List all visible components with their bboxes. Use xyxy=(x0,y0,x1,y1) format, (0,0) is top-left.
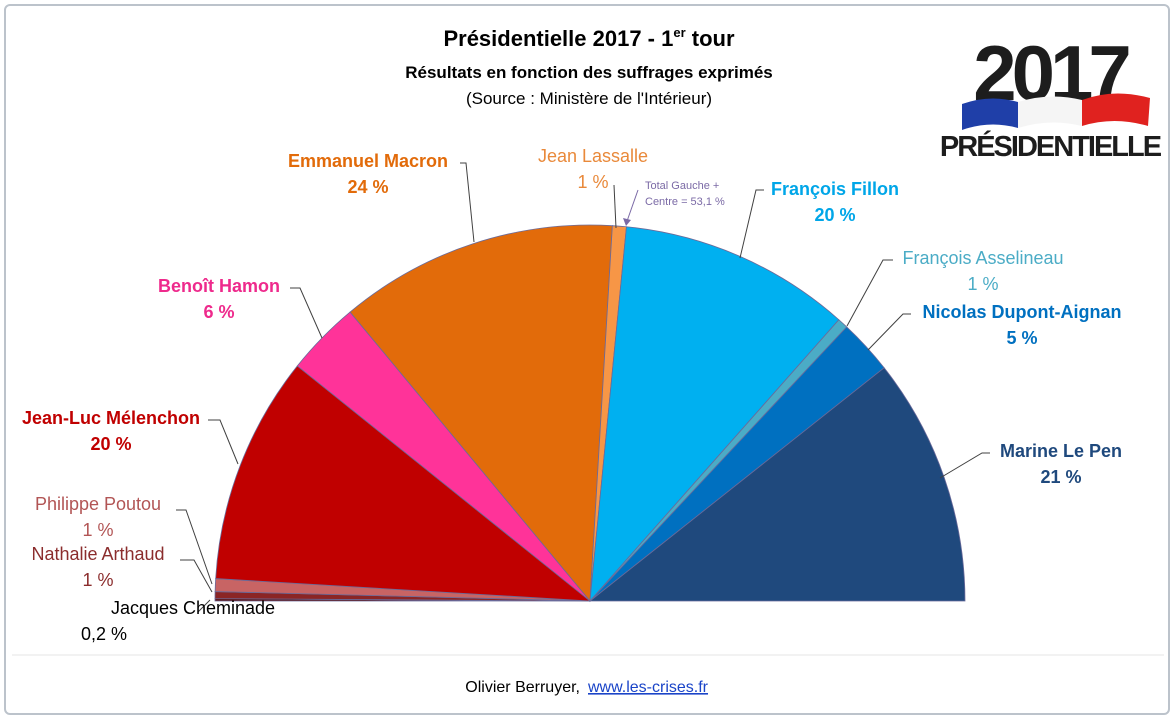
label-name-marine-le-pen: Marine Le Pen xyxy=(1000,441,1122,461)
presidentielle-logo: 2017 PRÉSIDENTIELLE xyxy=(940,29,1164,163)
label-value-nathalie-arthaud: 1 % xyxy=(82,570,113,590)
logo-word: PRÉSIDENTIELLE xyxy=(940,129,1162,163)
label-name-benoit-hamon: Benoît Hamon xyxy=(158,276,280,296)
label-value-francois-asselineau: 1 % xyxy=(967,274,998,294)
leader-marine-le-pen xyxy=(939,452,990,479)
label-value-nicolas-dupont-aignan: 5 % xyxy=(1006,328,1037,348)
leader-lines xyxy=(176,162,990,613)
chart-title: Présidentielle 2017 - 1er tour xyxy=(443,25,735,51)
label-value-emmanuel-macron: 24 % xyxy=(347,177,388,197)
leader-francois-fillon xyxy=(739,189,764,259)
label-name-jean-lassalle: Jean Lassalle xyxy=(538,146,648,166)
leader-francois-asselineau xyxy=(846,259,893,327)
label-name-philippe-poutou: Philippe Poutou xyxy=(35,494,161,514)
leader-emmanuel-macron xyxy=(460,162,475,243)
label-value-marine-le-pen: 21 % xyxy=(1040,467,1081,487)
label-name-francois-asselineau: François Asselineau xyxy=(902,248,1063,268)
label-value-jacques-cheminade: 0,2 % xyxy=(81,624,127,644)
footer-link[interactable]: www.les-crises.fr xyxy=(587,679,709,696)
slice-labels: Jacques Cheminade 0,2 % Nathalie Arthaud 1 … xyxy=(22,146,1122,644)
slice-jean-luc-melenchon xyxy=(215,365,592,602)
label-value-jean-lassalle: 1 % xyxy=(577,172,608,192)
label-name-emmanuel-macron: Emmanuel Macron xyxy=(288,151,448,171)
leader-benoit-hamon xyxy=(290,287,323,339)
leader-jean-lassalle xyxy=(613,184,617,229)
chart-subtitle: Résultats en fonction des suffrages expr… xyxy=(405,63,773,82)
label-value-philippe-poutou: 1 % xyxy=(82,520,113,540)
label-name-nathalie-arthaud: Nathalie Arthaud xyxy=(31,544,164,564)
label-value-francois-fillon: 20 % xyxy=(814,205,855,225)
annotation-arrowhead xyxy=(623,218,631,226)
slice-marine-le-pen xyxy=(588,367,966,602)
leader-nicolas-dupont-aignan xyxy=(867,313,911,351)
label-value-benoit-hamon: 6 % xyxy=(203,302,234,322)
annotation-arrow xyxy=(625,189,639,225)
label-name-jean-luc-melenchon: Jean-Luc Mélenchon xyxy=(22,408,200,428)
annotation-line2: Centre = 53,1 % xyxy=(645,196,725,208)
french-flag-icon xyxy=(962,93,1150,130)
label-value-jean-luc-melenchon: 20 % xyxy=(90,434,131,454)
chart-source: (Source : Ministère de l'Intérieur) xyxy=(466,89,712,108)
annotation-line1: Total Gauche + xyxy=(645,180,719,192)
leader-nathalie-arthaud xyxy=(180,559,213,593)
leader-jean-luc-melenchon xyxy=(208,419,239,465)
leader-jacques-cheminade xyxy=(197,599,211,613)
label-name-nicolas-dupont-aignan: Nicolas Dupont-Aignan xyxy=(923,302,1122,322)
slice-emmanuel-macron xyxy=(349,224,613,603)
leader-philippe-poutou xyxy=(176,509,213,585)
footer-author: Olivier Berruyer, xyxy=(465,679,580,696)
pie-slices xyxy=(214,224,966,603)
label-name-jacques-cheminade: Jacques Cheminade xyxy=(111,598,275,618)
total-annotation: Total Gauche + Centre = 53,1 % xyxy=(623,180,725,226)
label-name-francois-fillon: François Fillon xyxy=(771,179,899,199)
